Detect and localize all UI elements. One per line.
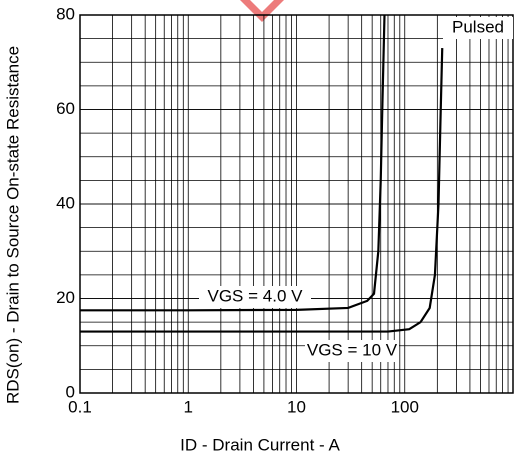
x-tick-label: 10 [287,397,306,416]
annotation: VGS = 4.0 V [208,286,304,305]
y-tick-label: 80 [56,4,75,23]
y-tick-label: 60 [56,99,75,118]
annotation-bg [443,17,513,39]
y-tick-label: 20 [56,288,75,307]
line-series [80,48,444,333]
x-tick-label: 100 [391,397,419,416]
x-axis-label: ID - Drain Current - A [180,435,340,454]
x-tick-label: 0.1 [68,397,92,416]
y-axis-label: RDS(on) - Drain to Source On-state Resis… [3,46,22,404]
line-series [80,14,386,312]
y-tick-label: 40 [56,193,75,212]
x-tick-label: 1 [184,397,193,416]
annotation: VGS = 10 V [307,340,398,359]
plot-frame [79,14,514,394]
annotation-bg [305,340,399,362]
annotation-bg [199,286,311,308]
watermark [240,0,284,22]
y-tick-label: 0 [66,382,75,401]
annotation: Pulsed [452,17,504,36]
